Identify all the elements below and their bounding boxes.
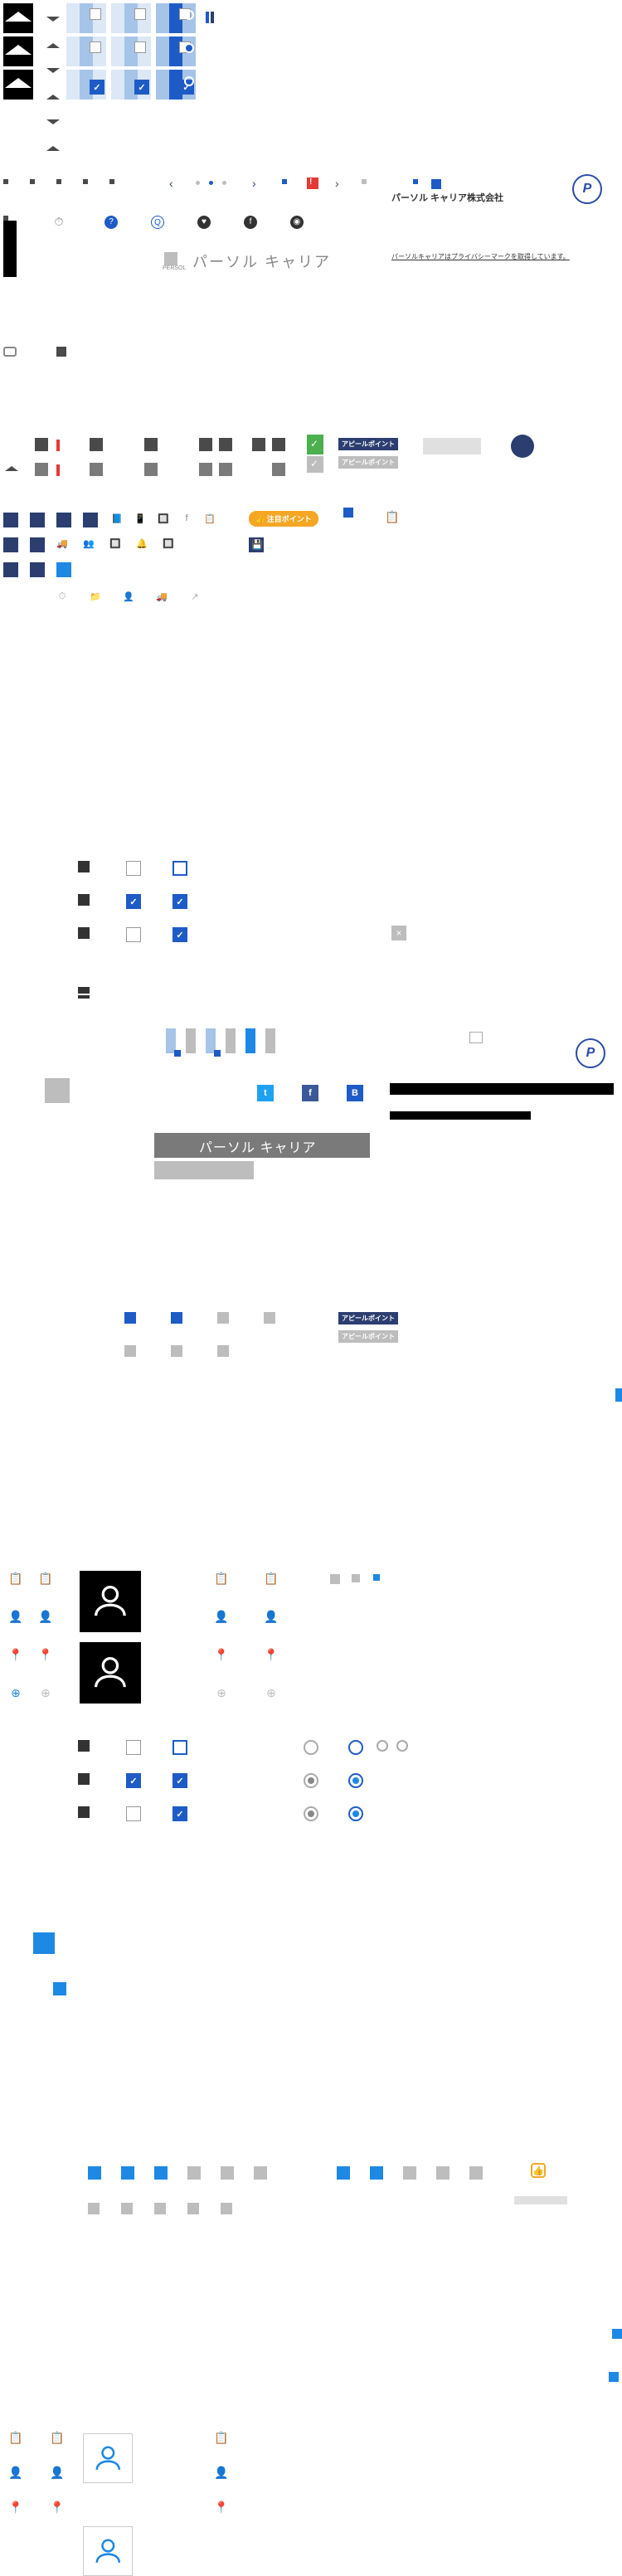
checkbox-checked[interactable]: ✓ — [90, 80, 104, 95]
share-icon[interactable]: t — [257, 1085, 274, 1101]
radio[interactable] — [304, 1773, 318, 1788]
info-icon: ⊕ — [8, 1685, 23, 1700]
radio[interactable] — [304, 1740, 318, 1755]
checkbox[interactable]: ✓ — [173, 1806, 187, 1821]
social-icon[interactable]: ? — [104, 216, 118, 229]
checkbox[interactable] — [126, 927, 141, 942]
appeal-badge: アピールポイント — [338, 438, 398, 450]
attention-badge: 👍 注目ポイント — [249, 511, 318, 527]
info-icon: 👤 — [8, 1609, 23, 1624]
share-icon[interactable]: f — [302, 1085, 318, 1101]
checkbox[interactable] — [173, 1740, 187, 1755]
like-icon[interactable]: 👍 — [531, 2163, 546, 2178]
social-icon[interactable]: ◉ — [290, 216, 304, 229]
info-icon: 📍 — [8, 1647, 23, 1662]
avatar — [83, 2526, 133, 2576]
avatar — [83, 2433, 133, 2483]
close-icon: × — [391, 926, 406, 940]
checkbox[interactable] — [126, 861, 141, 876]
radio[interactable] — [348, 1740, 363, 1755]
privacy-seal — [572, 174, 602, 204]
radio[interactable] — [304, 1806, 318, 1821]
social-icon[interactable]: ♥ — [197, 216, 211, 229]
social-icon[interactable]: Q — [151, 216, 164, 229]
checkbox[interactable] — [173, 861, 187, 876]
checkbox[interactable]: ✓ — [173, 927, 187, 942]
checkbox[interactable] — [126, 1806, 141, 1821]
share-icon[interactable]: B — [347, 1085, 363, 1101]
avatar — [80, 1571, 141, 1632]
social-icon[interactable]: f — [244, 216, 257, 229]
radio[interactable] — [348, 1773, 363, 1788]
checkbox[interactable] — [126, 1740, 141, 1755]
avatar — [80, 1642, 141, 1704]
checkbox[interactable]: ✓ — [173, 1773, 187, 1788]
checkbox-checked[interactable]: ✓ — [134, 80, 149, 95]
checkbox[interactable]: ✓ — [126, 894, 141, 909]
info-icon: 📋 — [8, 1571, 23, 1586]
checkbox[interactable]: ✓ — [126, 1773, 141, 1788]
radio[interactable] — [348, 1806, 363, 1821]
checkbox[interactable]: ✓ — [173, 894, 187, 909]
